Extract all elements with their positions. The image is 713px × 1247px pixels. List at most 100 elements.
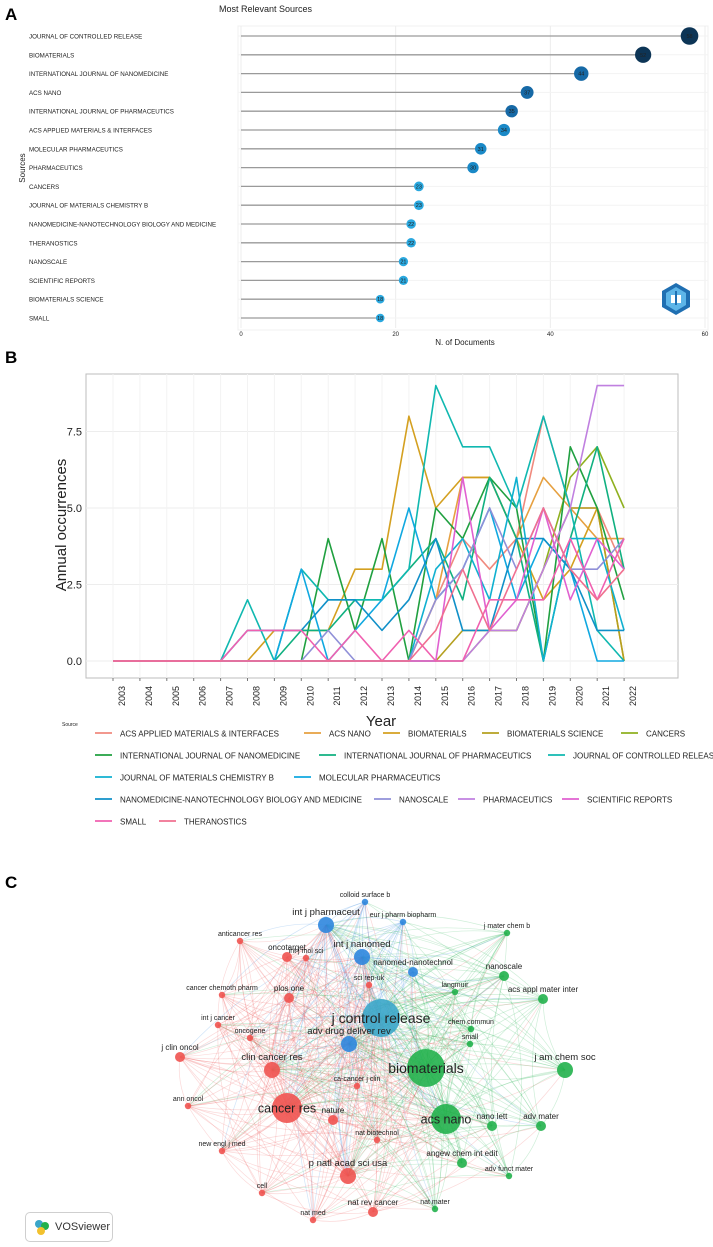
network-node[interactable] (246, 1034, 254, 1042)
network-node[interactable] (258, 1189, 266, 1197)
network-node[interactable] (353, 1082, 361, 1090)
network-edge (470, 932, 508, 1030)
network-node[interactable] (340, 1168, 356, 1184)
network-node[interactable] (318, 917, 334, 933)
network-node[interactable] (264, 1062, 280, 1078)
network-node[interactable] (431, 1205, 439, 1213)
network-edge (361, 956, 471, 1045)
network-node[interactable] (505, 1172, 513, 1180)
network-edge (221, 1028, 472, 1152)
network-edge (286, 924, 328, 1109)
network-edge (217, 956, 288, 1026)
network-node[interactable] (175, 1052, 185, 1062)
x-tick-label-b: 2021 (601, 686, 611, 706)
network-edge (312, 1211, 374, 1222)
x-tick-label-b: 2012 (359, 686, 369, 706)
network-edge (239, 940, 363, 961)
network-edge (217, 1017, 382, 1035)
network-edge (261, 924, 328, 1194)
network-node[interactable] (399, 918, 407, 926)
network-node[interactable] (354, 949, 370, 965)
network-node[interactable] (272, 1093, 302, 1123)
network-edge (286, 901, 366, 958)
lollipop-point (497, 123, 511, 137)
network-edge (469, 1043, 566, 1071)
network-node[interactable] (309, 1216, 317, 1224)
network-edge (217, 1024, 542, 1127)
legend-label: ACS NANO (329, 730, 371, 739)
network-edge (179, 956, 363, 1058)
network-node[interactable] (557, 1062, 573, 1078)
network-node[interactable] (466, 1040, 474, 1048)
network-node[interactable] (503, 929, 511, 937)
network-node[interactable] (361, 898, 369, 906)
network-edge (325, 924, 351, 1045)
network-node[interactable] (499, 971, 509, 981)
network-node[interactable] (431, 1104, 461, 1134)
network-edge (412, 971, 505, 982)
network-node[interactable] (487, 1121, 497, 1131)
network-edge (508, 1125, 542, 1177)
network-edge (325, 924, 345, 1121)
network-node[interactable] (407, 1049, 445, 1087)
network-node[interactable] (282, 952, 292, 962)
network-edge (271, 1069, 493, 1127)
network-node[interactable] (218, 1147, 226, 1155)
network-node[interactable] (328, 1115, 338, 1125)
network-edge (288, 901, 366, 999)
node-label: cancer res (258, 1101, 316, 1115)
value-label: 18 (377, 297, 383, 303)
lollipop-point (474, 143, 487, 155)
network-edge (312, 1125, 493, 1221)
network-node[interactable] (236, 937, 244, 945)
network-edge (261, 956, 363, 1194)
network-edge (271, 1069, 349, 1177)
network-node[interactable] (365, 981, 373, 989)
network-node[interactable] (457, 1158, 467, 1168)
network-edge (179, 921, 404, 1058)
network-edge (271, 1068, 358, 1087)
network-node[interactable] (218, 991, 226, 999)
network-edge (179, 957, 307, 1058)
network-edge (187, 1043, 350, 1107)
bibliometrix-logo-icon (662, 283, 690, 315)
network-edge (325, 924, 359, 1087)
legend-label: BIOMATERIALS (408, 730, 467, 739)
y-tick-label-b: 7.5 (67, 427, 82, 439)
network-node[interactable] (373, 1136, 381, 1144)
network-edge (348, 956, 364, 1045)
network-node[interactable] (302, 954, 310, 962)
category-label: JOURNAL OF MATERIALS CHEMISTRY B (29, 203, 148, 210)
network-node[interactable] (538, 994, 548, 1004)
network-edge (348, 1043, 436, 1210)
network-node[interactable] (214, 1021, 222, 1029)
network-edge (412, 971, 542, 1127)
network-node[interactable] (408, 967, 418, 977)
network-node[interactable] (467, 1025, 475, 1033)
line-chart: Annual occurrences Year Source 0.0 2.5 5.0… (53, 373, 713, 827)
legend-label: MOLECULAR PHARMACEUTICS (319, 774, 440, 783)
network-node[interactable] (284, 993, 294, 1003)
network-edge (469, 1043, 493, 1127)
network-edge (221, 1069, 273, 1152)
network-node[interactable] (341, 1036, 357, 1052)
network-edge (361, 930, 508, 958)
network-node[interactable] (536, 1121, 546, 1131)
network-node[interactable] (184, 1102, 192, 1110)
chart-a-ylabel: Sources (18, 153, 27, 182)
vosviewer-logo-icon (34, 1218, 50, 1236)
node-label: adv mater (523, 1112, 559, 1121)
network-node[interactable] (362, 999, 400, 1037)
network-node[interactable] (451, 988, 459, 996)
series-line (113, 507, 625, 662)
network-edge (325, 924, 493, 1127)
network-edge (261, 1017, 382, 1194)
network-edge (271, 1069, 447, 1120)
legend-label: BIOMATERIALS SCIENCE (507, 730, 603, 739)
value-label: 18 (377, 316, 383, 322)
node-label: j mater chem b (483, 923, 530, 930)
network-node[interactable] (368, 1207, 378, 1217)
node-label: clin cancer res (241, 1052, 302, 1063)
network-edge (269, 956, 288, 1071)
network-edge (286, 998, 544, 1109)
